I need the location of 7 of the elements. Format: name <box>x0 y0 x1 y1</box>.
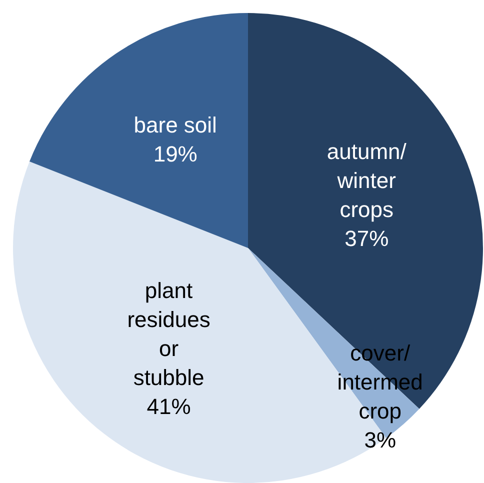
data-label: 19% <box>153 142 198 167</box>
data-label: 3% <box>364 427 396 452</box>
data-label: 37% <box>344 226 389 252</box>
slice-label: autumn/winter crops <box>326 139 408 222</box>
slice-label: plant residues or stubble <box>127 278 210 390</box>
slice-label: bare soil <box>134 112 217 138</box>
data-label: 41% <box>146 394 191 420</box>
